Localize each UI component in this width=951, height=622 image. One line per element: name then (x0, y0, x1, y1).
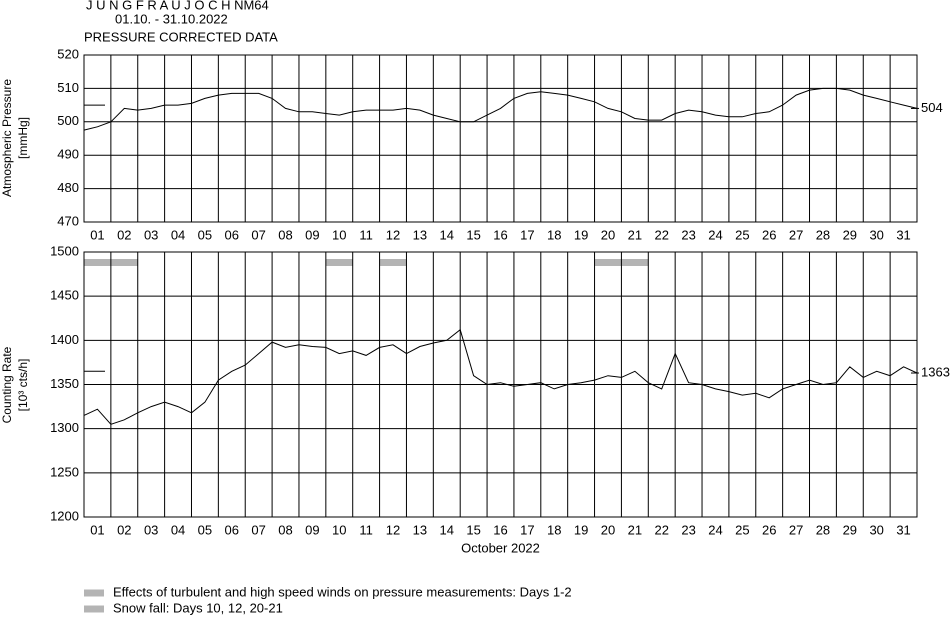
x-tick-label: 16 (493, 227, 507, 242)
y-axis-label: Atmospheric Pressure (0, 79, 14, 197)
x-tick-label: 12 (386, 522, 400, 537)
y-tick-label: 1400 (50, 332, 79, 347)
y-axis-label: [10³ cts/h] (16, 359, 30, 412)
x-tick-label: 23 (681, 522, 695, 537)
x-tick-label: 06 (225, 227, 239, 242)
x-tick-label: 02 (117, 522, 131, 537)
legend-label: Effects of turbulent and high speed wind… (113, 584, 572, 599)
x-tick-label: 23 (681, 227, 695, 242)
x-tick-label: 27 (789, 227, 803, 242)
x-tick-label: 12 (386, 227, 400, 242)
x-tick-label: 21 (628, 522, 642, 537)
x-tick-label: 29 (843, 227, 857, 242)
x-tick-label: 13 (413, 522, 427, 537)
y-axis-label: [mmHg] (16, 117, 30, 159)
x-tick-label: 06 (225, 522, 239, 537)
y-tick-label: 500 (57, 113, 79, 128)
x-tick-label: 04 (171, 227, 185, 242)
y-tick-label: 470 (57, 213, 79, 228)
subtitle: 01.10. - 31.10.2022 (115, 11, 228, 26)
x-tick-label: 01 (90, 522, 104, 537)
line-series (83, 328, 918, 425)
x-tick-label: 29 (843, 522, 857, 537)
x-tick-label: 21 (628, 227, 642, 242)
x-tick-label: 03 (144, 522, 158, 537)
legend-swatch (84, 605, 104, 613)
y-tick-label: 510 (57, 80, 79, 95)
x-tick-label: 14 (440, 522, 454, 537)
y-tick-label: 480 (57, 180, 79, 195)
highlight-bar (379, 259, 407, 266)
x-tick-label: 01 (90, 227, 104, 242)
x-tick-label: 08 (278, 227, 292, 242)
x-tick-label: 28 (816, 522, 830, 537)
end-label: 1363 (921, 364, 950, 379)
x-tick-label: 25 (735, 522, 749, 537)
y-tick-label: 1300 (50, 420, 79, 435)
x-tick-label: 10 (332, 227, 346, 242)
y-tick-label: 1250 (50, 464, 79, 479)
x-tick-label: 10 (332, 522, 346, 537)
x-tick-label: 05 (198, 522, 212, 537)
x-tick-label: 25 (735, 227, 749, 242)
note: PRESSURE CORRECTED DATA (84, 29, 278, 44)
x-tick-label: 15 (466, 227, 480, 242)
x-tick-label: 04 (171, 522, 185, 537)
x-tick-label: 18 (547, 522, 561, 537)
y-tick-label: 490 (57, 147, 79, 162)
x-tick-label: 03 (144, 227, 158, 242)
x-tick-label: 15 (466, 522, 480, 537)
x-tick-label: 11 (359, 227, 373, 242)
x-tick-label: 28 (816, 227, 830, 242)
x-tick-label: 11 (359, 522, 373, 537)
x-tick-label: 20 (601, 227, 615, 242)
x-tick-label: 30 (869, 227, 883, 242)
x-tick-label: 17 (520, 522, 534, 537)
plot-frame (83, 251, 918, 518)
y-tick-label: 1200 (50, 508, 79, 523)
x-tick-label: 09 (305, 227, 319, 242)
x-tick-label: 07 (251, 227, 265, 242)
x-tick-label: 08 (278, 522, 292, 537)
x-tick-label: 05 (198, 227, 212, 242)
line-series (83, 87, 918, 131)
x-tick-label: 13 (413, 227, 427, 242)
x-tick-label: 17 (520, 227, 534, 242)
y-axis-label: Counting Rate (0, 346, 14, 423)
x-tick-label: 30 (869, 522, 883, 537)
x-tick-label: 22 (654, 522, 668, 537)
y-tick-label: 1450 (50, 288, 79, 303)
title: J U N G F R A U J O C H NM64 (86, 0, 269, 12)
x-tick-label: 22 (654, 227, 668, 242)
legend-label: Snow fall: Days 10, 12, 20-21 (113, 600, 283, 615)
x-tick-label: 19 (574, 227, 588, 242)
x-tick-label: 16 (493, 522, 507, 537)
x-tick-label: 27 (789, 522, 803, 537)
x-tick-label: 09 (305, 522, 319, 537)
highlight-bar (325, 259, 353, 266)
y-tick-label: 1500 (50, 243, 79, 258)
x-tick-label: 18 (547, 227, 561, 242)
y-tick-label: 520 (57, 46, 79, 61)
x-tick-label: 19 (574, 522, 588, 537)
x-tick-label: 26 (762, 522, 776, 537)
plot-frame (83, 54, 918, 223)
end-label: 504 (921, 100, 943, 115)
y-tick-label: 1350 (50, 376, 79, 391)
x-tick-label: 07 (251, 522, 265, 537)
x-tick-label: 31 (896, 522, 910, 537)
x-tick-label: 20 (601, 522, 615, 537)
x-tick-label: 24 (708, 522, 722, 537)
x-tick-label: 26 (762, 227, 776, 242)
x-tick-label: 24 (708, 227, 722, 242)
legend-swatch (84, 589, 104, 597)
x-tick-label: 14 (440, 227, 454, 242)
x-tick-label: 31 (896, 227, 910, 242)
x-tick-label: 02 (117, 227, 131, 242)
x-axis-label: October 2022 (461, 540, 540, 555)
